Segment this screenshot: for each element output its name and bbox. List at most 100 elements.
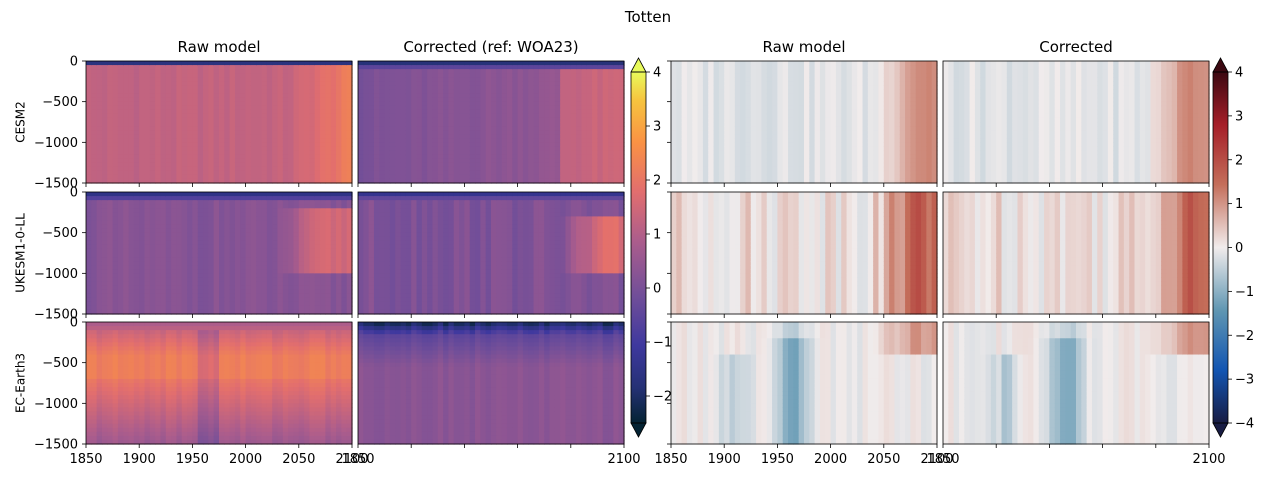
- heatmap-cell: [219, 142, 225, 147]
- heatmap-cell: [964, 158, 971, 164]
- heatmap-cell: [980, 150, 987, 156]
- heatmap-cell: [958, 89, 965, 95]
- heatmap-cell: [325, 93, 332, 99]
- heatmap-cell: [491, 69, 497, 74]
- heatmap-cell: [485, 85, 492, 91]
- heatmap-cell: [851, 130, 858, 135]
- heatmap-cell: [969, 170, 976, 176]
- heatmap-cell: [814, 69, 821, 74]
- heatmap-cell: [250, 109, 257, 115]
- heatmap-cell: [491, 65, 497, 70]
- heatmap-cell: [293, 69, 300, 74]
- heatmap-cell: [192, 69, 199, 74]
- heatmap-cell: [857, 138, 864, 143]
- heatmap-cell: [384, 65, 391, 70]
- heatmap-cell: [197, 109, 204, 115]
- heatmap-cell: [304, 134, 311, 139]
- heatmap-cell: [325, 142, 332, 147]
- heatmap-cell: [432, 142, 439, 147]
- heatmap-cell: [336, 117, 342, 123]
- heatmap-cell: [234, 93, 241, 99]
- heatmap-cell: [990, 126, 997, 131]
- heatmap-cell: [144, 113, 151, 119]
- heatmap-cell: [841, 113, 848, 119]
- heatmap-cell: [597, 89, 604, 95]
- heatmap-cell: [330, 162, 337, 168]
- heatmap-cell: [203, 85, 209, 91]
- heatmap-cell: [208, 73, 215, 78]
- heatmap-cell: [346, 134, 353, 139]
- heatmap-cell: [240, 170, 247, 176]
- heatmap-cell: [697, 158, 704, 164]
- heatmap-cell: [676, 158, 683, 164]
- heatmap-cell: [671, 126, 677, 131]
- heatmap-cell: [282, 117, 289, 123]
- heatmap-cell: [740, 77, 747, 82]
- heatmap-cell: [464, 130, 471, 135]
- heatmap-cell: [358, 69, 364, 74]
- heatmap-cell: [240, 105, 247, 111]
- heatmap-cell: [814, 73, 821, 78]
- heatmap-cell: [107, 158, 114, 164]
- heatmap-cell: [958, 105, 965, 111]
- heatmap-cell: [213, 142, 220, 147]
- heatmap-cell: [602, 73, 609, 78]
- heatmap-cell: [713, 166, 720, 172]
- heatmap-cell: [857, 170, 864, 176]
- heatmap-cell: [181, 105, 188, 111]
- heatmap-cell: [250, 170, 257, 176]
- heatmap-cell: [411, 178, 418, 184]
- heatmap-cell: [586, 146, 593, 152]
- heatmap-cell: [809, 166, 816, 172]
- heatmap-cell: [123, 142, 130, 147]
- heatmap-cell: [538, 138, 545, 143]
- heatmap-cell: [554, 134, 561, 139]
- heatmap-cell: [464, 77, 471, 82]
- heatmap-cell: [160, 69, 167, 74]
- heatmap-cell: [798, 85, 805, 91]
- heatmap-cell: [618, 109, 625, 115]
- heatmap-cell: [915, 174, 922, 180]
- heatmap-cell: [86, 77, 92, 82]
- heatmap-cell: [304, 117, 311, 123]
- heatmap-cell: [686, 89, 693, 95]
- heatmap-cell: [86, 170, 92, 176]
- heatmap-cell: [411, 89, 418, 95]
- heatmap-cell: [867, 105, 874, 111]
- heatmap-cell: [261, 61, 268, 66]
- heatmap-cell: [718, 178, 725, 184]
- heatmap-cell: [676, 170, 683, 176]
- heatmap-cell: [597, 109, 604, 115]
- heatmap-cell: [91, 150, 98, 156]
- heatmap-cell: [948, 61, 955, 66]
- heatmap-cell: [990, 81, 997, 86]
- heatmap-cell: [298, 126, 305, 131]
- heatmap-cell: [86, 93, 92, 99]
- heatmap-cell: [915, 138, 922, 143]
- heatmap-cell: [304, 73, 311, 78]
- heatmap-cell: [980, 113, 987, 119]
- heatmap-cell: [969, 174, 976, 180]
- heatmap-cell: [613, 150, 620, 156]
- heatmap-cell: [421, 73, 428, 78]
- heatmap-cell: [772, 65, 778, 70]
- heatmap-cell: [718, 97, 725, 103]
- heatmap-cell: [112, 166, 119, 172]
- heatmap-cell: [416, 134, 423, 139]
- heatmap-cell: [905, 73, 911, 78]
- heatmap-cell: [1012, 81, 1019, 86]
- heatmap-cell: [149, 150, 156, 156]
- heatmap-cell: [602, 138, 609, 143]
- heatmap-cell: [224, 126, 231, 131]
- heatmap-cell: [298, 73, 305, 78]
- heatmap-cell: [798, 142, 805, 147]
- heatmap-cell: [149, 65, 156, 70]
- heatmap-cell: [953, 81, 960, 86]
- heatmap-cell: [346, 146, 353, 152]
- heatmap-cell: [165, 162, 172, 168]
- heatmap-cell: [554, 81, 561, 86]
- heatmap-cell: [203, 146, 209, 152]
- heatmap-cell: [953, 122, 960, 127]
- heatmap-cell: [480, 113, 487, 119]
- heatmap-cell: [245, 77, 252, 82]
